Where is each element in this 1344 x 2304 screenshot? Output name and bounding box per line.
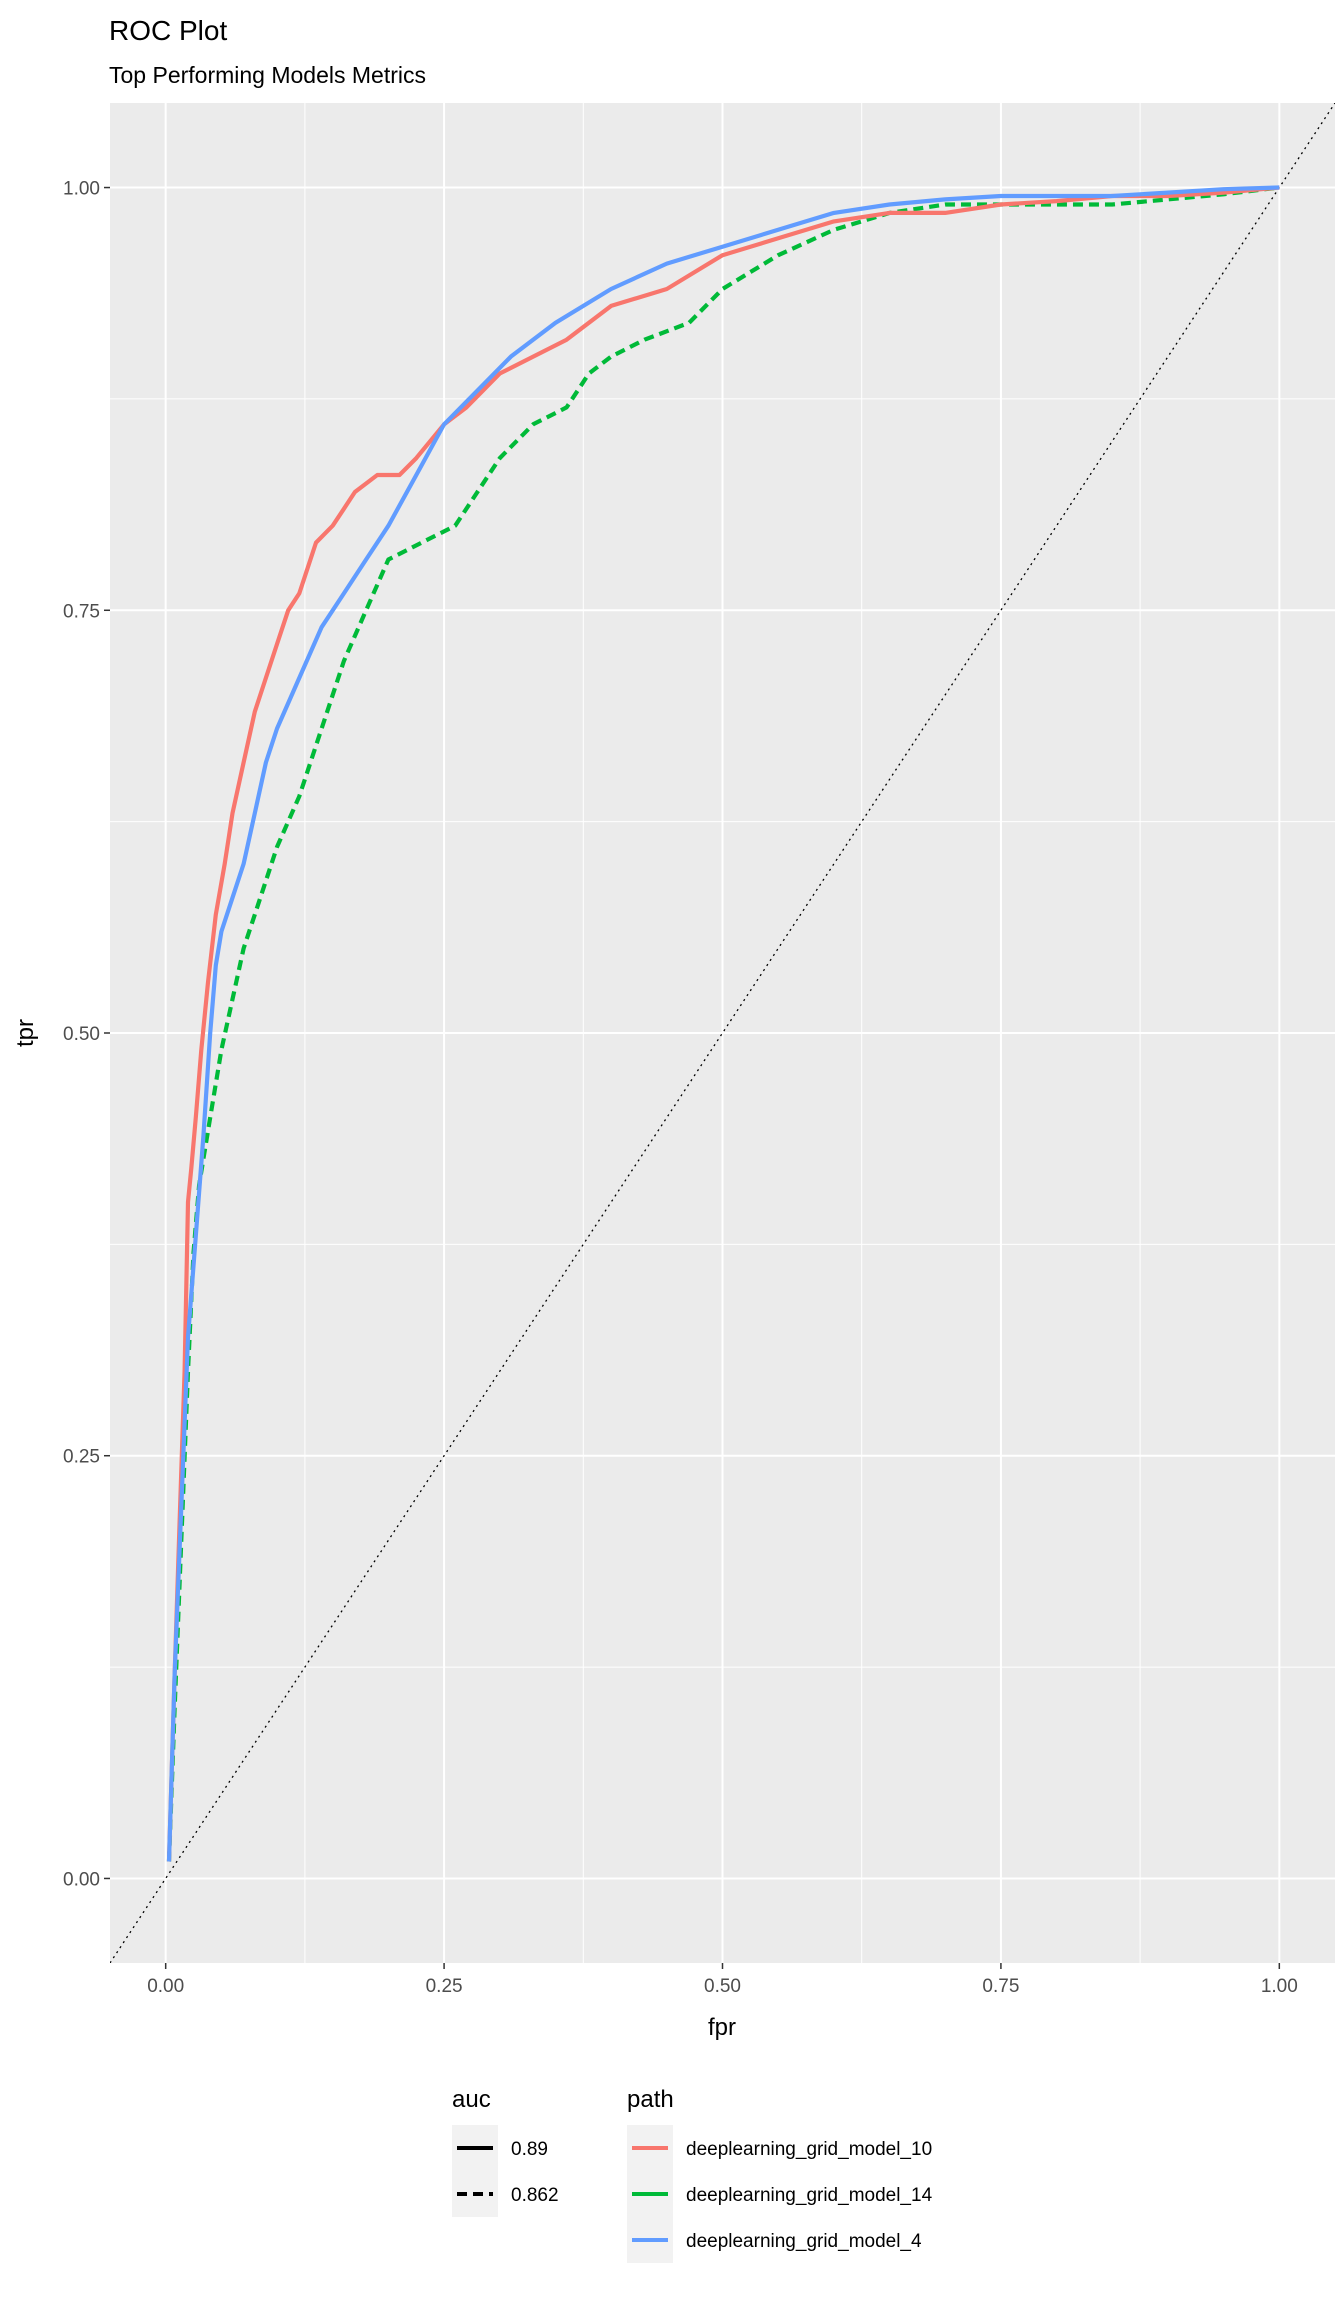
x-tick-label: 0.50 [704, 1976, 741, 1997]
x-tick-label: 0.00 [147, 1976, 184, 1997]
y-tick-label: 0.25 [63, 1447, 100, 1468]
y-tick-label: 0.75 [63, 601, 100, 622]
legend-auc-label: 0.862 [511, 2185, 559, 2206]
major-gridlines [110, 103, 1335, 1963]
chart-subtitle: Top Performing Models Metrics [109, 62, 426, 88]
chart-title: ROC Plot [109, 15, 227, 46]
plot-marks [110, 103, 1335, 1963]
x-axis-title: fpr [708, 2014, 736, 2041]
y-axis-ticks: 0.00 0.25 0.50 0.75 1.00 [63, 179, 110, 1890]
y-tick-label: 0.50 [63, 1024, 100, 1045]
x-tick-label: 0.75 [982, 1976, 1019, 1997]
legend-path: path deeplearning_grid_model_10 deeplearn… [627, 2086, 933, 2263]
y-tick-label: 1.00 [63, 179, 100, 200]
legend-path-label: deeplearning_grid_model_10 [686, 2139, 932, 2160]
legend-auc-title: auc [452, 2086, 491, 2113]
x-axis-ticks: 0.00 0.25 0.50 0.75 1.00 [147, 1963, 1298, 1997]
x-tick-label: 1.00 [1261, 1976, 1298, 1997]
legend-path-label: deeplearning_grid_model_4 [686, 2231, 922, 2252]
series-line-deeplearning_grid_model_10 [166, 185, 1280, 1862]
reference-diagonal [110, 103, 1335, 1963]
y-tick-label: 0.00 [63, 1869, 100, 1890]
series-line-deeplearning_grid_model_4 [166, 185, 1280, 1862]
legend-path-label: deeplearning_grid_model_14 [686, 2185, 933, 2206]
series-lines [166, 185, 1280, 1862]
legend-auc-label: 0.89 [511, 2139, 548, 2160]
x-tick-label: 0.25 [426, 1976, 463, 1997]
legend-path-title: path [627, 2086, 674, 2113]
y-axis-title: tpr [12, 1019, 39, 1047]
series-line-deeplearning_grid_model_14 [166, 185, 1280, 1862]
reference-diagonal-group [110, 103, 1335, 1963]
legend-auc: auc 0.89 0.862 [452, 2086, 559, 2217]
